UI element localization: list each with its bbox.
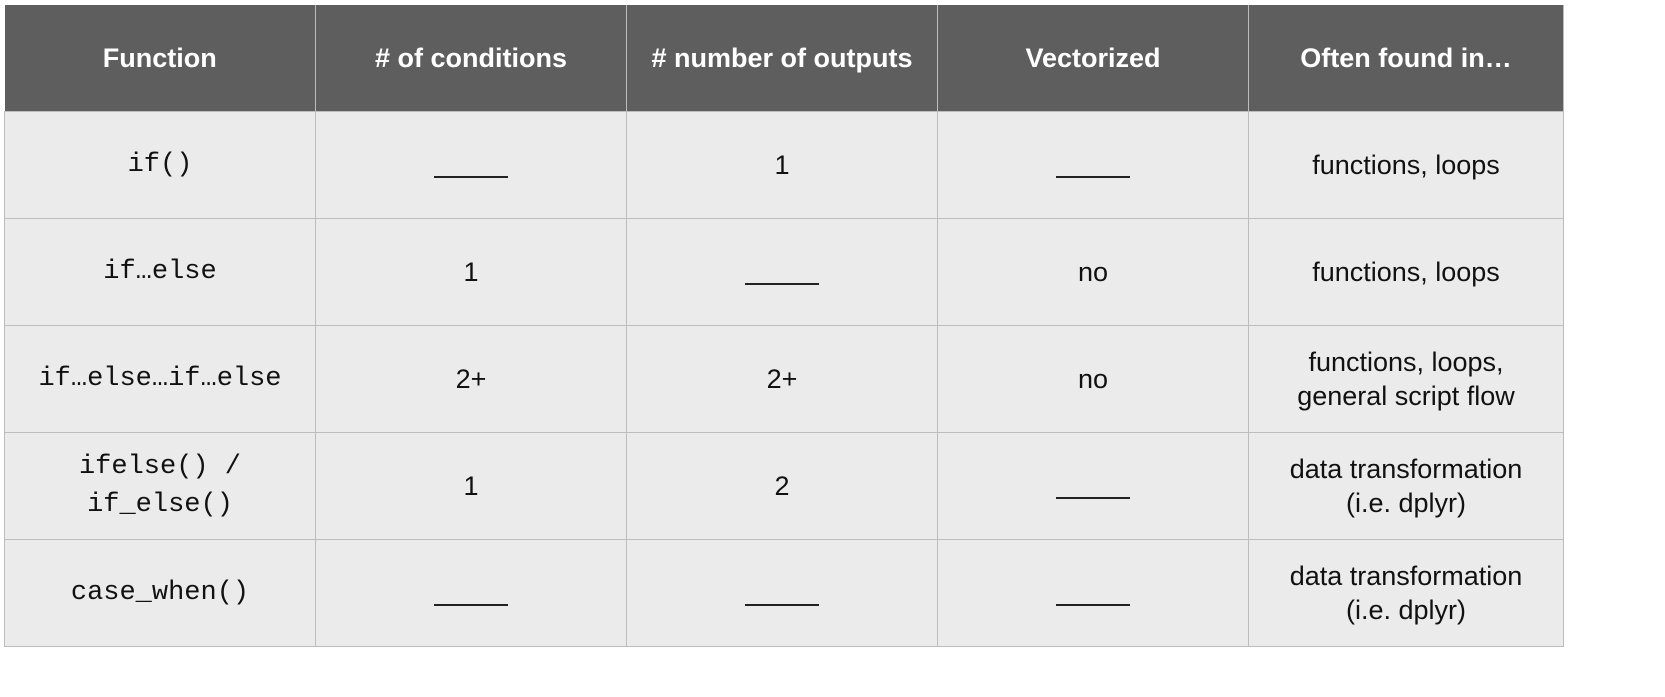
vectorized-cell: no xyxy=(937,325,1249,433)
conditional-functions-table: Function # of conditions # number of out… xyxy=(4,5,1564,647)
outputs-cell: 2+ xyxy=(626,325,938,433)
outputs-cell xyxy=(626,539,938,647)
conditions-cell: 2+ xyxy=(315,325,627,433)
header-function: Function xyxy=(4,5,316,112)
vectorized-cell xyxy=(937,432,1249,540)
table-row: ifelse() / if_else() 1 2 data transforma… xyxy=(4,432,1564,540)
table-row: if…else…if…else 2+ 2+ no functions, loop… xyxy=(4,325,1564,433)
table-row: if…else 1 no functions, loops xyxy=(4,218,1564,326)
function-name: if…else xyxy=(103,257,217,287)
fill-in-blank xyxy=(1056,584,1130,606)
function-name: if() xyxy=(127,150,193,180)
function-cell: if() xyxy=(4,111,316,219)
table-body: if() 1 functions, loops if…else 1 xyxy=(4,111,1564,647)
found-in-text: functions, loops xyxy=(1312,150,1500,180)
conditions-cell xyxy=(315,539,627,647)
found-in-text-line-1: data transformation xyxy=(1289,454,1523,484)
found-in-cell: functions, loops xyxy=(1248,218,1564,326)
table-row: if() 1 functions, loops xyxy=(4,111,1564,219)
fill-in-blank xyxy=(434,584,508,606)
outputs-cell xyxy=(626,218,938,326)
vectorized-cell xyxy=(937,111,1249,219)
function-cell: if…else xyxy=(4,218,316,326)
function-cell: ifelse() / if_else() xyxy=(4,432,316,540)
header-conditions: # of conditions xyxy=(315,5,627,112)
function-name-line-2: if_else() xyxy=(87,490,233,520)
table-row: case_when() data transformation (i.e. dp… xyxy=(4,539,1564,647)
vectorized-cell: no xyxy=(937,218,1249,326)
vectorized-cell xyxy=(937,539,1249,647)
function-name: case_when() xyxy=(70,578,250,608)
outputs-cell: 1 xyxy=(626,111,938,219)
conditions-cell: 1 xyxy=(315,218,627,326)
fill-in-blank xyxy=(745,263,819,285)
table-header: Function # of conditions # number of out… xyxy=(4,5,1564,112)
found-in-cell: data transformation (i.e. dplyr) xyxy=(1248,432,1564,540)
found-in-text-line-2: (i.e. dplyr) xyxy=(1345,488,1467,518)
outputs-cell: 2 xyxy=(626,432,938,540)
found-in-text-line-1: data transformation xyxy=(1289,561,1523,591)
header-row: Function # of conditions # number of out… xyxy=(4,5,1564,112)
found-in-cell: functions, loops xyxy=(1248,111,1564,219)
found-in-cell: data transformation (i.e. dplyr) xyxy=(1248,539,1564,647)
fill-in-blank xyxy=(434,156,508,178)
conditions-cell: 1 xyxy=(315,432,627,540)
found-in-text-line-2: general script flow xyxy=(1297,381,1515,411)
header-outputs: # number of outputs xyxy=(626,5,938,112)
conditions-cell xyxy=(315,111,627,219)
function-cell: case_when() xyxy=(4,539,316,647)
found-in-text-line-2: (i.e. dplyr) xyxy=(1345,595,1467,625)
fill-in-blank xyxy=(1056,156,1130,178)
conditional-functions-table-container: Function # of conditions # number of out… xyxy=(4,5,1564,647)
header-vectorized: Vectorized xyxy=(937,5,1249,112)
function-name: if…else…if…else xyxy=(38,364,282,394)
found-in-text: functions, loops xyxy=(1312,257,1500,287)
fill-in-blank xyxy=(745,584,819,606)
function-name-line-1: ifelse() / xyxy=(78,452,242,482)
fill-in-blank xyxy=(1056,477,1130,499)
function-cell: if…else…if…else xyxy=(4,325,316,433)
found-in-text-line-1: functions, loops, xyxy=(1308,347,1504,377)
found-in-cell: functions, loops, general script flow xyxy=(1248,325,1564,433)
header-found-in: Often found in… xyxy=(1248,5,1564,112)
